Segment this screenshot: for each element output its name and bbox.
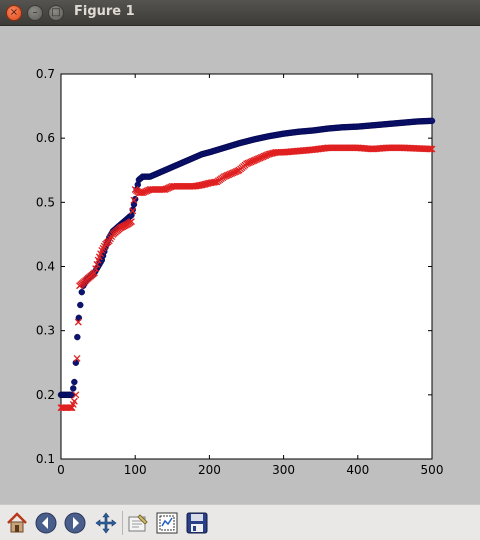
window-titlebar[interactable]: × – □ Figure 1	[0, 0, 480, 26]
y-tick-label: 0.5	[36, 195, 55, 209]
save-icon	[186, 512, 208, 534]
data-point-circle	[70, 385, 77, 392]
data-point-x	[90, 269, 98, 277]
home-icon	[7, 512, 27, 533]
data-point-x	[128, 218, 135, 226]
y-tick-label: 0.6	[36, 131, 55, 145]
window-title: Figure 1	[74, 4, 135, 19]
y-tick-label: 0.1	[36, 452, 55, 466]
data-point-x	[428, 145, 436, 153]
x-tick-label: 400	[346, 463, 369, 477]
pan-button[interactable]	[93, 510, 119, 536]
axis-ticks: 0 100 200 300 400 500 0.1 0.2 0.3 0.4 0.5 0.6 0.7	[36, 67, 444, 477]
y-tick-label: 0.2	[36, 388, 55, 402]
x-tick-label: 500	[421, 463, 444, 477]
home-button[interactable]	[4, 510, 30, 536]
data-point-x	[92, 265, 100, 273]
navigation-toolbar	[0, 504, 480, 540]
back-icon	[35, 512, 57, 534]
data-point-circle	[128, 211, 135, 219]
forward-icon	[64, 512, 86, 534]
close-window-button[interactable]: ×	[6, 5, 22, 21]
x-tick-label: 200	[198, 463, 221, 477]
data-point-x	[70, 397, 78, 405]
axes-area	[60, 73, 433, 460]
data-point-circle	[77, 301, 84, 309]
data-point-circle	[72, 359, 80, 366]
series-x-markers	[57, 144, 436, 412]
toolbar-separator	[122, 511, 123, 535]
configure-subplots-button[interactable]	[154, 510, 180, 536]
data-point-x	[74, 318, 82, 326]
data-point-circle	[428, 117, 436, 125]
maximize-icon: □	[51, 7, 61, 18]
save-figure-button[interactable]	[184, 510, 210, 536]
pan-icon	[95, 512, 117, 534]
data-point-x	[93, 260, 101, 268]
series-layer	[57, 117, 436, 412]
y-tick-label: 0.4	[36, 260, 55, 274]
data-point-circle	[74, 333, 81, 341]
zoom-icon	[128, 514, 148, 532]
minimize-window-button[interactable]: –	[27, 5, 43, 21]
subplots-icon	[156, 512, 178, 534]
back-button[interactable]	[33, 510, 59, 536]
zoom-button[interactable]	[125, 510, 151, 536]
data-point-x	[130, 196, 138, 204]
data-point-circle	[78, 288, 85, 296]
y-tick-label: 0.7	[36, 67, 55, 81]
data-point-x	[72, 391, 80, 399]
figure-canvas[interactable]: 0 100 200 300 400 500 0.1 0.2 0.3 0.4 0.5 0.6 0.7	[0, 26, 480, 504]
data-point-circle	[129, 206, 136, 214]
y-tick-label: 0.3	[36, 324, 55, 338]
close-icon: ×	[9, 7, 19, 18]
forward-button[interactable]	[62, 510, 88, 536]
data-point-x	[73, 355, 81, 362]
plot-svg: 0 100 200 300 400 500 0.1 0.2 0.3 0.4 0.5 0.6 0.7	[36, 67, 444, 477]
data-point-x	[129, 207, 137, 215]
x-tick-label: 0	[57, 463, 65, 477]
data-point-x	[427, 145, 434, 153]
minimize-icon: –	[32, 7, 38, 18]
data-point-circle	[71, 378, 78, 386]
maximize-window-button[interactable]: □	[48, 5, 64, 21]
x-tick-label: 100	[124, 463, 147, 477]
x-tick-label: 300	[272, 463, 295, 477]
